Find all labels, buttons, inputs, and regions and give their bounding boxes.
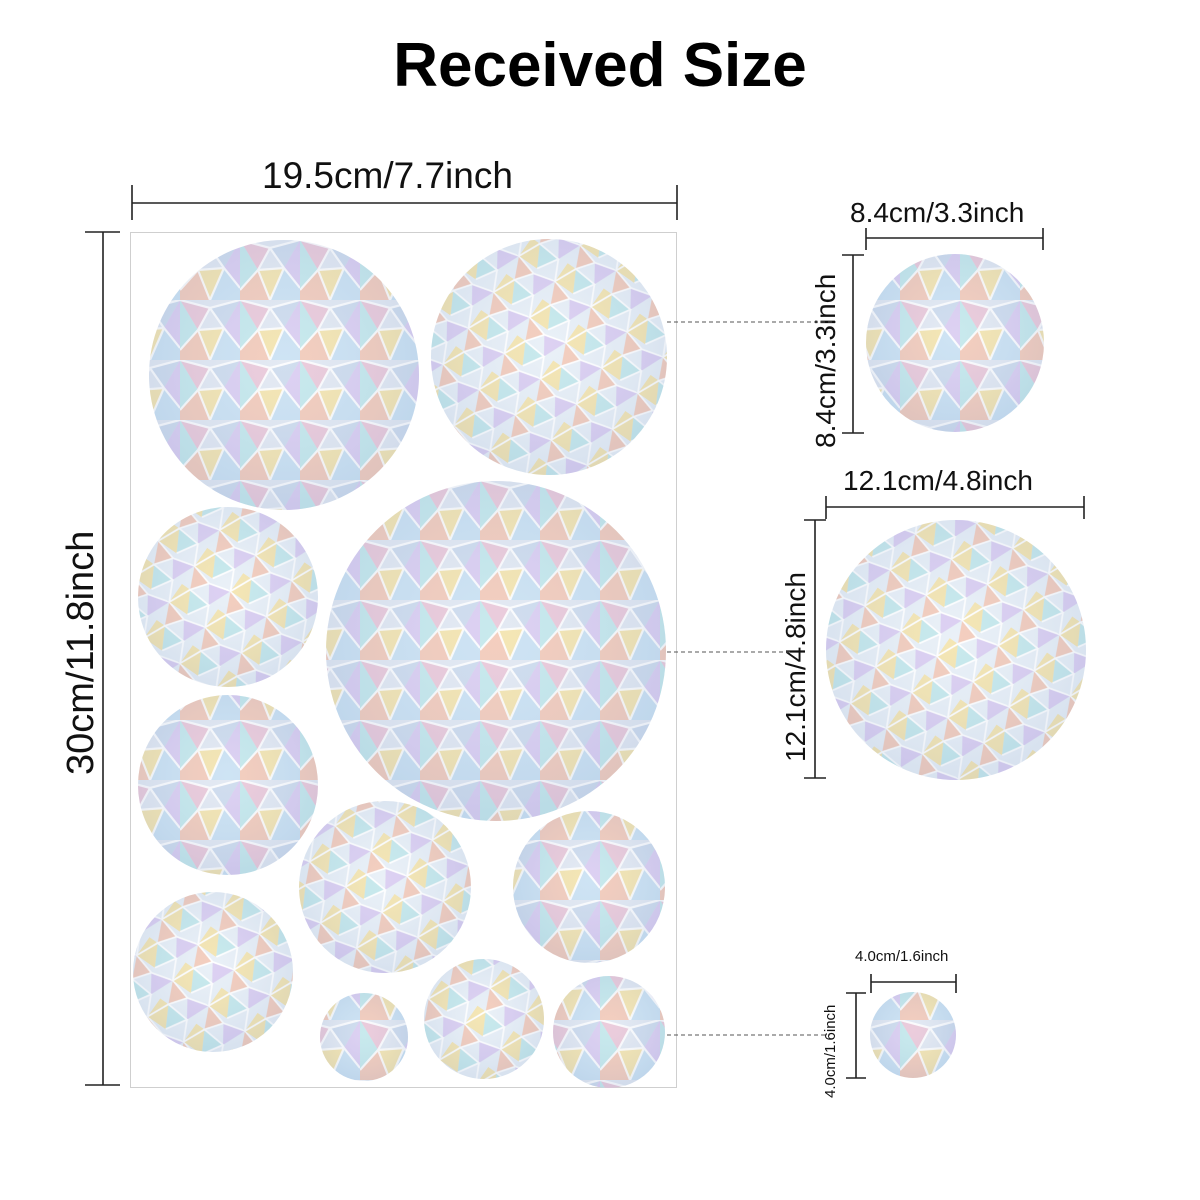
sheet-stickers bbox=[133, 239, 667, 1088]
leader-lines bbox=[667, 321, 836, 1036]
large-sticker-width-label: 12.1cm/4.8inch bbox=[843, 465, 1033, 496]
page-title: Received Size bbox=[393, 31, 807, 100]
sticker-circle bbox=[431, 239, 667, 475]
sticker-circle bbox=[138, 507, 318, 687]
dimension-lines bbox=[85, 185, 1085, 1086]
sticker-circle bbox=[553, 976, 665, 1088]
large-sticker bbox=[826, 520, 1086, 780]
small-sticker-width-label: 4.0cm/1.6inch bbox=[855, 948, 949, 965]
sticker-circle bbox=[320, 993, 408, 1081]
sticker-circle bbox=[133, 892, 293, 1052]
medium-sticker bbox=[866, 254, 1044, 432]
sticker-circle bbox=[326, 481, 666, 821]
sticker-circle bbox=[299, 801, 471, 973]
small-sticker bbox=[870, 992, 956, 1078]
sticker-circle bbox=[138, 695, 318, 875]
sticker-circle bbox=[513, 811, 665, 963]
sticker-circle bbox=[424, 959, 544, 1079]
medium-sticker-width-label: 8.4cm/3.3inch bbox=[850, 197, 1025, 228]
sticker-circle bbox=[149, 240, 419, 510]
sheet-width-label: 19.5cm/7.7inch bbox=[262, 155, 513, 196]
